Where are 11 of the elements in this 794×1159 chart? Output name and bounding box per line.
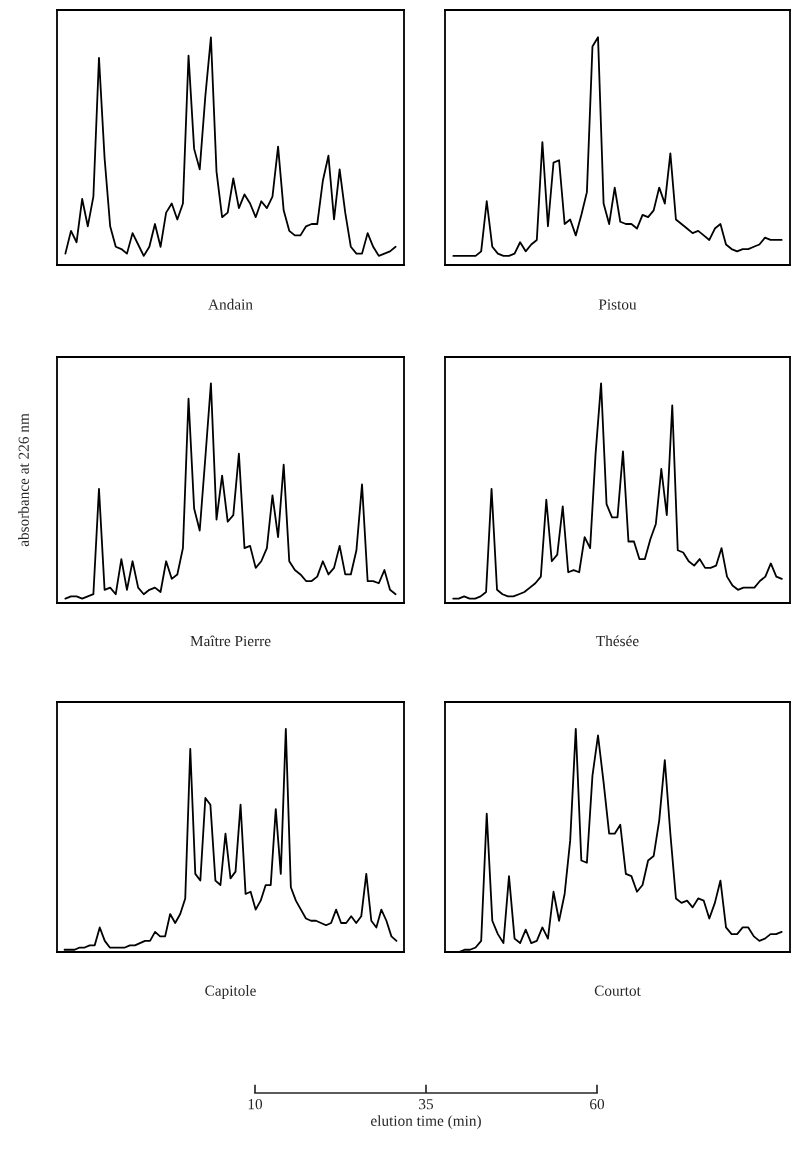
text: Capitole <box>205 985 256 999</box>
text: Pistou <box>598 299 637 310</box>
text: elution time (min) <box>371 1115 481 1130</box>
y-axis-title: absorbance at 226 nm <box>18 413 29 547</box>
text: Andain <box>208 298 253 310</box>
text: Thésée <box>596 635 639 647</box>
text: 35 <box>419 1099 434 1110</box>
text: 10 <box>248 1099 263 1110</box>
text: 60 <box>590 1099 605 1110</box>
text: Courtot <box>594 985 641 996</box>
text: Maître Pierre <box>190 635 271 647</box>
